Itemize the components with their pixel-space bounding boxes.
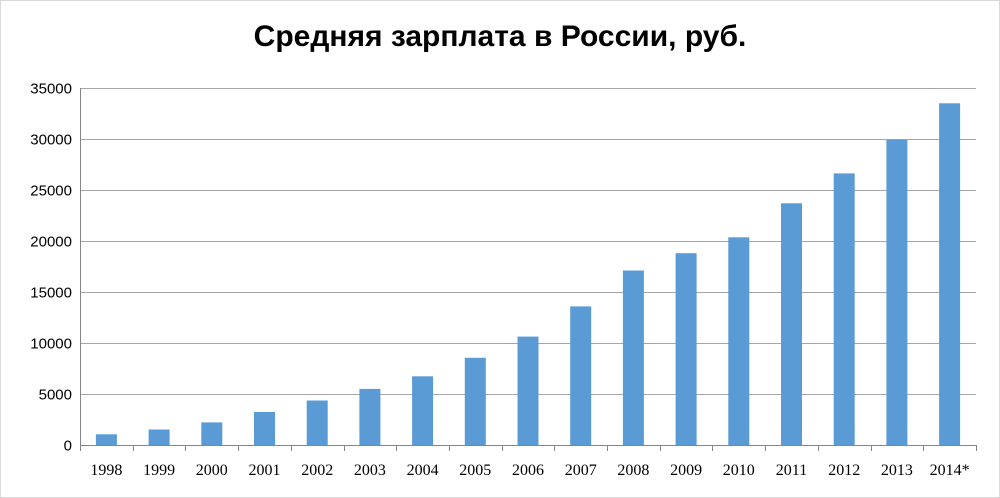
y-tick-label: 5000 xyxy=(39,387,72,404)
bar-2005 xyxy=(464,357,486,445)
y-tick-label: 25000 xyxy=(30,183,72,200)
x-tick-label: 2008 xyxy=(617,462,649,479)
bar-2009 xyxy=(675,253,697,445)
bar-2013 xyxy=(886,139,908,445)
x-tick-label: 2012 xyxy=(828,462,860,479)
x-tick-label: 2005 xyxy=(459,462,491,479)
y-tick-label: 35000 xyxy=(30,81,72,98)
x-tick-label: 1998 xyxy=(90,462,122,479)
x-tick-label: 2001 xyxy=(249,462,281,479)
bar-2011 xyxy=(781,203,802,445)
chart-title: Средняя зарплата в России, руб. xyxy=(253,20,747,53)
x-tick-label: 2013 xyxy=(881,462,913,479)
y-tick-label: 15000 xyxy=(30,285,72,302)
x-tick-label: 2000 xyxy=(196,462,228,479)
bar-1998 xyxy=(95,434,117,445)
x-tick-label: 2014* xyxy=(930,462,970,479)
bar-2004 xyxy=(412,376,434,445)
y-tick-label: 20000 xyxy=(30,234,72,251)
y-tick-labels: 0 5000 10000 15000 20000 25000 30000 35000 xyxy=(30,81,72,455)
bar-2010 xyxy=(728,237,750,445)
x-tick-label: 2003 xyxy=(354,462,386,479)
x-tick-labels: 1998 1999 2000 2001 2002 2003 2004 2005 2006 2007… xyxy=(90,462,969,479)
x-tick-label: 2009 xyxy=(670,462,702,479)
bar-2012 xyxy=(833,173,855,445)
bar-2003 xyxy=(359,388,381,445)
x-tick-label: 2006 xyxy=(512,462,544,479)
x-tick-label: 2010 xyxy=(723,462,755,479)
bar-2001 xyxy=(254,412,275,445)
bar-2008 xyxy=(622,270,644,445)
y-tick-label: 30000 xyxy=(30,132,72,149)
bar-2002 xyxy=(306,400,328,445)
bar-1999 xyxy=(148,429,170,445)
axes xyxy=(80,88,977,451)
bars xyxy=(95,103,961,446)
bar-2007 xyxy=(570,306,592,445)
x-tick-label: 1999 xyxy=(143,462,175,479)
y-tick-label: 10000 xyxy=(30,336,72,353)
gridlines xyxy=(80,88,976,395)
bar-2006 xyxy=(517,336,539,445)
y-tick-label: 0 xyxy=(64,438,72,455)
bar-2000 xyxy=(201,422,223,445)
x-tick-label: 2007 xyxy=(565,462,597,479)
x-tick-label: 2011 xyxy=(776,462,807,479)
x-tick-label: 2004 xyxy=(407,462,439,479)
x-tick-label: 2002 xyxy=(301,462,333,479)
bar-2014 xyxy=(939,103,961,446)
